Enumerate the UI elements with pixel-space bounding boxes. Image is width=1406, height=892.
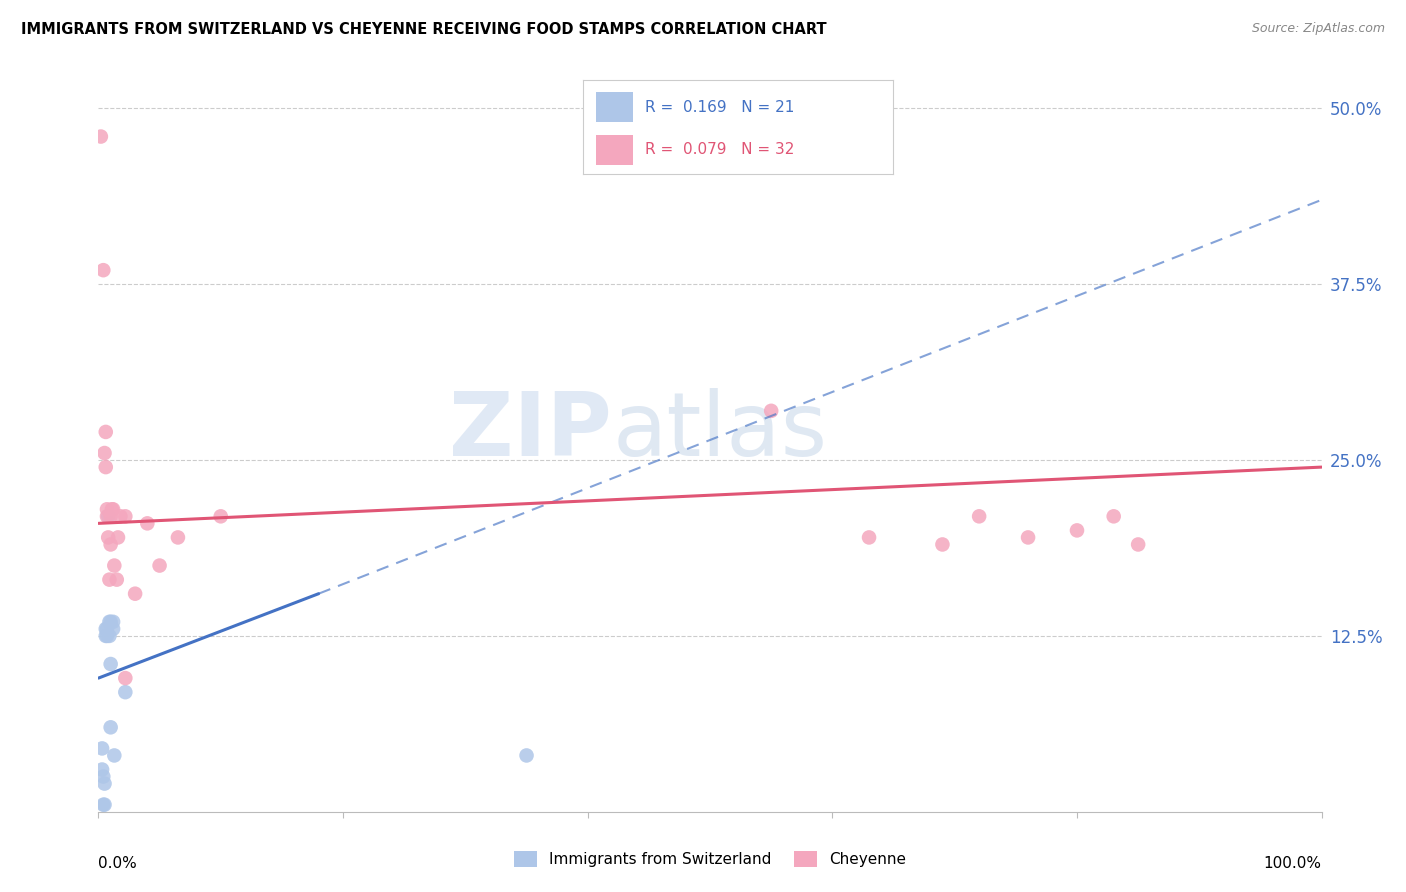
Point [97, 509, 120, 524]
Text: ZIP: ZIP [450, 388, 612, 475]
Point [90, 129, 112, 144]
Point [101, 502, 124, 516]
Point [107, 530, 129, 544]
Point [96, 509, 118, 524]
Point [209, 509, 232, 524]
Point [96, 622, 118, 636]
Point [91, 770, 114, 784]
Point [149, 558, 172, 573]
Point [100, 537, 122, 551]
Point [94, 425, 117, 439]
Point [98, 615, 121, 629]
Point [858, 530, 880, 544]
Point [167, 530, 190, 544]
Point [96, 502, 118, 516]
Point [91, 763, 114, 777]
Point [93, 776, 115, 790]
Point [103, 748, 125, 763]
Point [1066, 524, 1088, 538]
Bar [596, 135, 633, 164]
Point [114, 509, 136, 524]
Point [931, 537, 953, 551]
Point [100, 657, 122, 671]
Point [101, 615, 124, 629]
Point [91, 797, 114, 812]
Text: atlas: atlas [612, 388, 827, 475]
Point [101, 622, 124, 636]
Point [93, 797, 115, 812]
Point [94, 629, 117, 643]
Legend: Immigrants from Switzerland, Cheyenne: Immigrants from Switzerland, Cheyenne [508, 846, 912, 873]
Point [136, 516, 159, 531]
Point [91, 741, 114, 756]
Point [105, 573, 128, 587]
Point [114, 685, 136, 699]
Point [1017, 530, 1039, 544]
Point [100, 615, 122, 629]
Point [110, 509, 132, 524]
Text: R =  0.079   N = 32: R = 0.079 N = 32 [645, 142, 794, 157]
Point [761, 404, 783, 418]
Point [101, 502, 124, 516]
Point [515, 748, 537, 763]
Point [97, 530, 120, 544]
Point [100, 509, 122, 524]
Bar [596, 93, 633, 122]
Point [124, 587, 146, 601]
Text: 0.0%: 0.0% [98, 855, 138, 871]
Point [100, 720, 122, 734]
Point [98, 629, 121, 643]
Point [94, 460, 117, 475]
Point [93, 446, 115, 460]
Point [103, 558, 125, 573]
Text: 100.0%: 100.0% [1264, 855, 1322, 871]
Text: Source: ZipAtlas.com: Source: ZipAtlas.com [1251, 22, 1385, 36]
Point [1128, 537, 1150, 551]
Text: IMMIGRANTS FROM SWITZERLAND VS CHEYENNE RECEIVING FOOD STAMPS CORRELATION CHART: IMMIGRANTS FROM SWITZERLAND VS CHEYENNE … [21, 22, 827, 37]
Point [1102, 509, 1125, 524]
Point [114, 671, 136, 685]
Point [94, 622, 117, 636]
Text: R =  0.169   N = 21: R = 0.169 N = 21 [645, 100, 794, 115]
Point [96, 629, 118, 643]
Point [98, 573, 121, 587]
Point [91, 263, 114, 277]
Point [967, 509, 990, 524]
